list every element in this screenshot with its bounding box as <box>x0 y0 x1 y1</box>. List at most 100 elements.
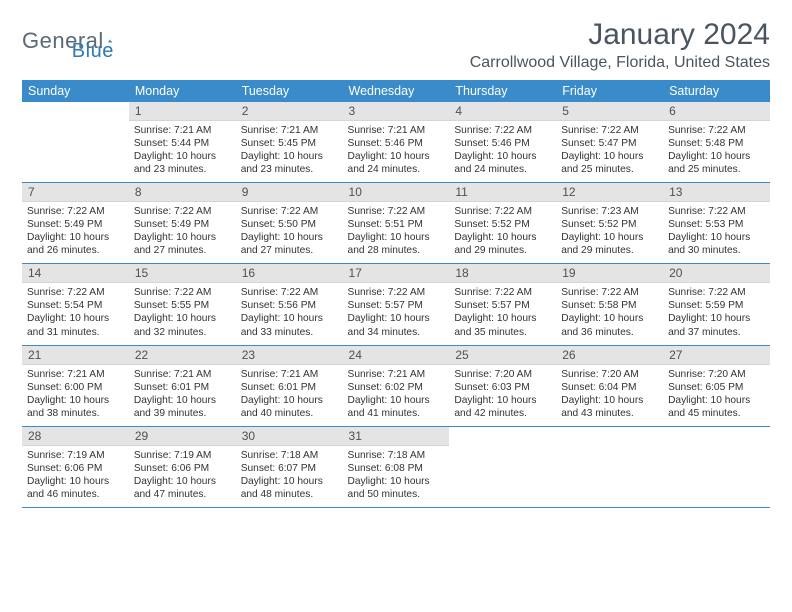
sunset-line: Sunset: 5:50 PM <box>241 219 316 230</box>
sunrise-line: Sunrise: 7:20 AM <box>454 369 532 380</box>
day-number: 4 <box>449 102 556 121</box>
sunset-line: Sunset: 6:05 PM <box>668 382 743 393</box>
day-number: 2 <box>236 102 343 121</box>
calendar-table: Sunday Monday Tuesday Wednesday Thursday… <box>22 80 770 508</box>
daylight-line: Daylight: 10 hours and 37 minutes. <box>668 313 750 337</box>
sunrise-line: Sunrise: 7:21 AM <box>241 125 319 136</box>
daylight-line: Daylight: 10 hours and 47 minutes. <box>134 476 216 500</box>
daylight-line: Daylight: 10 hours and 23 minutes. <box>241 151 323 175</box>
day-number: 18 <box>449 264 556 283</box>
day-number: 29 <box>129 427 236 446</box>
weekday-header: Wednesday <box>343 80 450 102</box>
sunrise-line: Sunrise: 7:21 AM <box>27 369 105 380</box>
day-details: Sunrise: 7:20 AM Sunset: 6:03 PM Daylight:… <box>449 365 556 426</box>
weekday-header: Sunday <box>22 80 129 102</box>
sunset-line: Sunset: 6:06 PM <box>27 463 102 474</box>
calendar-week-row: 28Sunrise: 7:19 AMSunset: 6:06 PMDayligh… <box>22 426 770 507</box>
daylight-line: Daylight: 10 hours and 25 minutes. <box>668 151 750 175</box>
calendar-day-cell: 3 Sunrise: 7:21 AM Sunset: 5:46 PM Daylight… <box>343 102 450 183</box>
day-number: 22 <box>129 346 236 365</box>
day-number: 16 <box>236 264 343 283</box>
sunset-line: Sunset: 6:04 PM <box>561 382 636 393</box>
sunrise-line: Sunrise: 7:21 AM <box>348 125 426 136</box>
sunset-line: Sunset: 5:49 PM <box>134 219 209 230</box>
sunset-line: Sunset: 5:53 PM <box>668 219 743 230</box>
day-details: Sunrise: 7:21 AMSunset: 5:44 PMDaylight:… <box>129 121 236 182</box>
calendar-day-cell: 20Sunrise: 7:22 AMSunset: 5:59 PMDayligh… <box>663 264 770 345</box>
weekday-header: Thursday <box>449 80 556 102</box>
day-details: Sunrise: 7:22 AMSunset: 5:58 PMDaylight:… <box>556 283 663 344</box>
sunset-line: Sunset: 5:51 PM <box>348 219 423 230</box>
sunset-line: Sunset: 5:54 PM <box>27 300 102 311</box>
day-number: 6 <box>663 102 770 121</box>
sunset-line: Sunset: 6:03 PM <box>454 382 529 393</box>
calendar-day-cell: 31Sunrise: 7:18 AMSunset: 6:08 PMDayligh… <box>343 426 450 507</box>
calendar-day-cell: 13Sunrise: 7:22 AMSunset: 5:53 PMDayligh… <box>663 183 770 264</box>
daylight-line: Daylight: 10 hours and 42 minutes. <box>454 395 536 419</box>
sunset-line: Sunset: 5:45 PM <box>241 138 316 149</box>
calendar-day-cell: 1Sunrise: 7:21 AMSunset: 5:44 PMDaylight… <box>129 102 236 183</box>
day-details: Sunrise: 7:22 AMSunset: 5:46 PMDaylight:… <box>449 121 556 182</box>
day-number: 25 <box>449 346 556 365</box>
calendar-day-cell: 15Sunrise: 7:22 AMSunset: 5:55 PMDayligh… <box>129 264 236 345</box>
calendar-day-cell: 9Sunrise: 7:22 AMSunset: 5:50 PMDaylight… <box>236 183 343 264</box>
sunset-line: Sunset: 6:01 PM <box>241 382 316 393</box>
location: Carrollwood Village, Florida, United Sta… <box>470 54 770 72</box>
daylight-line: Daylight: 10 hours and 36 minutes. <box>561 313 643 337</box>
day-number: 5 <box>556 102 663 121</box>
daylight-line: Daylight: 10 hours and 31 minutes. <box>27 313 109 337</box>
day-details: Sunrise: 7:19 AMSunset: 6:06 PMDaylight:… <box>129 446 236 507</box>
day-number: 3 <box>343 102 450 121</box>
day-details: Sunrise: 7:18 AMSunset: 6:08 PMDaylight:… <box>343 446 450 507</box>
sunset-line: Sunset: 6:02 PM <box>348 382 423 393</box>
calendar-day-cell: 7Sunrise: 7:22 AMSunset: 5:49 PMDaylight… <box>22 183 129 264</box>
daylight-line: Daylight: 10 hours and 24 minutes. <box>348 151 430 175</box>
sunrise-line: Sunrise: 7:22 AM <box>134 206 212 217</box>
daylight-line: Daylight: 10 hours and 35 minutes. <box>454 313 536 337</box>
sunset-line: Sunset: 6:07 PM <box>241 463 316 474</box>
day-details: Sunrise: 7:18 AMSunset: 6:07 PMDaylight:… <box>236 446 343 507</box>
day-number: 14 <box>22 264 129 283</box>
daylight-line: Daylight: 10 hours and 41 minutes. <box>348 395 430 419</box>
day-details: Sunrise: 7:22 AMSunset: 5:49 PMDaylight:… <box>22 202 129 263</box>
logo: General Blue <box>22 18 114 63</box>
calendar-day-cell: 29Sunrise: 7:19 AMSunset: 6:06 PMDayligh… <box>129 426 236 507</box>
sunset-line: Sunset: 5:46 PM <box>348 138 423 149</box>
day-number: 21 <box>22 346 129 365</box>
calendar-day-cell <box>22 102 129 183</box>
sunrise-line: Sunrise: 7:22 AM <box>348 287 426 298</box>
day-details: Sunrise: 7:22 AMSunset: 5:57 PMDaylight:… <box>449 283 556 344</box>
calendar-week-row: 14Sunrise: 7:22 AMSunset: 5:54 PMDayligh… <box>22 264 770 345</box>
day-details: Sunrise: 7:22 AMSunset: 5:55 PMDaylight:… <box>129 283 236 344</box>
day-details: Sunrise: 7:19 AMSunset: 6:06 PMDaylight:… <box>22 446 129 507</box>
calendar-day-cell: 6Sunrise: 7:22 AMSunset: 5:48 PMDaylight… <box>663 102 770 183</box>
day-number: 30 <box>236 427 343 446</box>
calendar-day-cell: 22Sunrise: 7:21 AMSunset: 6:01 PMDayligh… <box>129 345 236 426</box>
calendar-day-cell: 23Sunrise: 7:21 AMSunset: 6:01 PMDayligh… <box>236 345 343 426</box>
calendar-day-cell: 28Sunrise: 7:19 AMSunset: 6:06 PMDayligh… <box>22 426 129 507</box>
calendar-day-cell: 12Sunrise: 7:23 AMSunset: 5:52 PMDayligh… <box>556 183 663 264</box>
day-number: 9 <box>236 183 343 202</box>
sunset-line: Sunset: 5:49 PM <box>27 219 102 230</box>
sunset-line: Sunset: 5:46 PM <box>454 138 529 149</box>
day-number: 31 <box>343 427 450 446</box>
sunrise-line: Sunrise: 7:20 AM <box>561 369 639 380</box>
weekday-header: Friday <box>556 80 663 102</box>
day-details: Sunrise: 7:21 AM Sunset: 5:46 PM Daylight:… <box>343 121 450 182</box>
calendar-day-cell: 25 Sunrise: 7:20 AM Sunset: 6:03 PM Dayligh… <box>449 345 556 426</box>
sunrise-line: Sunrise: 7:22 AM <box>241 287 319 298</box>
daylight-line: Daylight: 10 hours and 27 minutes. <box>134 232 216 256</box>
calendar-day-cell <box>556 426 663 507</box>
sunrise-line: Sunrise: 7:19 AM <box>134 450 212 461</box>
day-details: Sunrise: 7:21 AM Sunset: 5:45 PM Daylight:… <box>236 121 343 182</box>
day-details: Sunrise: 7:22 AMSunset: 5:48 PMDaylight:… <box>663 121 770 182</box>
day-details: Sunrise: 7:21 AMSunset: 6:01 PMDaylight:… <box>129 365 236 426</box>
calendar-day-cell: 19Sunrise: 7:22 AMSunset: 5:58 PMDayligh… <box>556 264 663 345</box>
sunrise-line: Sunrise: 7:22 AM <box>668 125 746 136</box>
weekday-header-row: Sunday Monday Tuesday Wednesday Thursday… <box>22 80 770 102</box>
daylight-line: Daylight: 10 hours and 48 minutes. <box>241 476 323 500</box>
sunset-line: Sunset: 5:52 PM <box>454 219 529 230</box>
daylight-line: Daylight: 10 hours and 29 minutes. <box>454 232 536 256</box>
day-details: Sunrise: 7:22 AMSunset: 5:54 PMDaylight:… <box>22 283 129 344</box>
daylight-line: Daylight: 10 hours and 43 minutes. <box>561 395 643 419</box>
